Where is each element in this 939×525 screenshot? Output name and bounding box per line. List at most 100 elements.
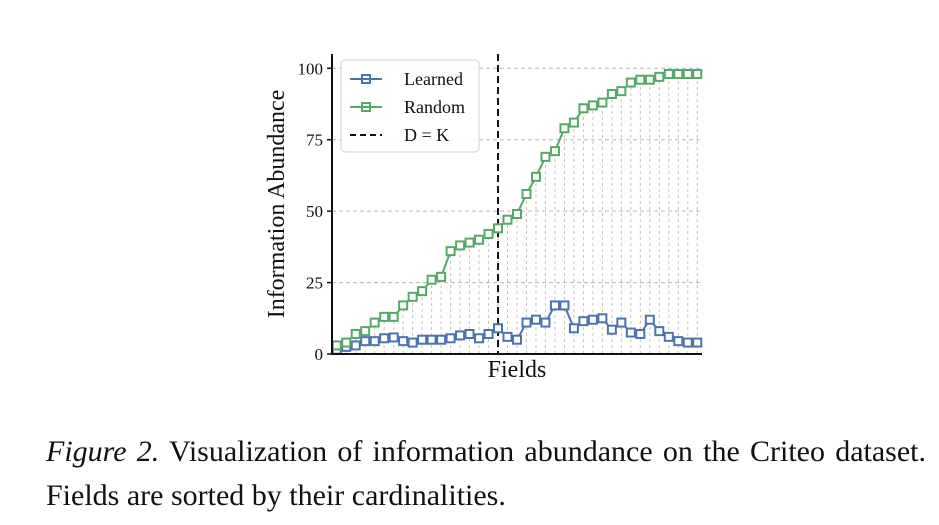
- series-learned: [331, 300, 703, 355]
- point-random-15: [474, 234, 485, 245]
- point-random-4: [369, 317, 380, 328]
- point-learned-25: [568, 323, 579, 334]
- point-random-29: [606, 89, 617, 99]
- point-learned-28: [597, 313, 608, 324]
- point-learned-21: [530, 314, 541, 325]
- point-learned-29: [606, 324, 617, 335]
- point-random-36: [673, 69, 684, 79]
- figure-label: Figure 2.: [46, 435, 160, 468]
- point-learned-35: [663, 331, 674, 342]
- point-learned-34: [654, 326, 665, 337]
- point-random-2: [350, 329, 361, 339]
- y-tick-label-50: 50: [306, 202, 323, 221]
- point-learned-2: [350, 340, 361, 351]
- y-tick-label-75: 75: [306, 131, 323, 150]
- point-random-6: [388, 311, 399, 322]
- point-learned-12: [445, 333, 456, 344]
- point-random-25: [568, 117, 579, 128]
- point-learned-31: [625, 327, 636, 338]
- point-learned-4: [369, 336, 380, 347]
- point-learned-6: [388, 332, 399, 343]
- figure-caption: Figure 2. Visualization of information a…: [46, 430, 926, 518]
- point-learned-9: [417, 334, 428, 345]
- x-axis-label: Fields: [488, 357, 547, 383]
- point-learned-8: [407, 337, 418, 348]
- legend-marker-random: [361, 102, 371, 112]
- axes: [331, 54, 702, 355]
- point-random-33: [644, 74, 655, 85]
- point-random-34: [654, 71, 665, 82]
- point-random-35: [663, 69, 674, 79]
- legend-item-learned: Learned: [350, 69, 463, 89]
- point-random-7: [398, 300, 409, 311]
- point-learned-19: [512, 334, 522, 345]
- point-learned-38: [692, 337, 703, 348]
- y-ticks: 0 25 50 75 100: [298, 59, 332, 364]
- point-learned-3: [360, 336, 371, 347]
- point-random-26: [578, 103, 589, 114]
- point-learned-17: [493, 323, 504, 334]
- point-random-1: [341, 337, 352, 348]
- point-learned-16: [483, 329, 494, 339]
- point-learned-10: [426, 334, 437, 345]
- point-random-22: [540, 151, 551, 162]
- point-learned-26: [578, 316, 589, 327]
- point-random-17: [493, 223, 504, 234]
- point-random-32: [635, 74, 646, 85]
- point-random-38: [692, 69, 703, 79]
- point-random-8: [407, 291, 418, 302]
- point-random-14: [464, 237, 475, 248]
- point-learned-5: [379, 333, 390, 344]
- point-learned-30: [616, 317, 627, 328]
- point-random-20: [521, 189, 532, 199]
- point-random-37: [682, 69, 693, 79]
- legend-item-d-equals-k: D = K: [350, 125, 449, 145]
- point-learned-32: [635, 329, 646, 339]
- legend: Learned Random D = K: [340, 59, 480, 153]
- point-random-27: [587, 100, 598, 111]
- legend-frame: [340, 59, 480, 153]
- point-random-5: [379, 311, 390, 322]
- point-random-31: [625, 77, 636, 88]
- y-tick-label-100: 100: [298, 59, 324, 78]
- y-axis-label: Information Abundance: [264, 90, 290, 319]
- point-learned-14: [464, 329, 475, 339]
- point-random-13: [455, 240, 466, 251]
- point-learned-36: [673, 336, 684, 347]
- point-learned-11: [436, 334, 447, 345]
- legend-label-random: Random: [404, 97, 465, 117]
- point-random-23: [549, 146, 560, 157]
- point-learned-7: [398, 336, 409, 347]
- y-tick-label-0: 0: [315, 345, 324, 364]
- point-random-9: [417, 286, 428, 297]
- point-random-10: [426, 274, 437, 285]
- legend-label-learned: Learned: [404, 69, 463, 89]
- series-random: [331, 69, 703, 351]
- point-learned-13: [455, 330, 466, 341]
- point-random-16: [483, 229, 494, 239]
- point-random-21: [530, 171, 541, 182]
- point-random-19: [512, 209, 522, 219]
- point-random-28: [597, 97, 608, 108]
- legend-label-d-equals-k: D = K: [404, 125, 449, 145]
- point-random-24: [559, 123, 570, 134]
- point-learned-24: [559, 300, 570, 311]
- point-learned-23: [549, 300, 560, 311]
- series-layer: [331, 69, 703, 355]
- legend-marker-learned: [361, 74, 371, 84]
- point-random-3: [360, 326, 371, 337]
- point-random-30: [616, 86, 627, 97]
- point-random-11: [436, 271, 447, 282]
- point-random-0: [331, 340, 342, 351]
- caption-text: Visualization of information abundance o…: [46, 435, 926, 512]
- point-random-18: [502, 214, 513, 225]
- point-learned-20: [521, 317, 532, 328]
- point-random-12: [445, 246, 456, 257]
- point-learned-37: [682, 337, 693, 348]
- point-learned-22: [540, 317, 551, 328]
- y-tick-label-25: 25: [306, 274, 323, 293]
- point-learned-18: [502, 331, 513, 342]
- legend-item-random: Random: [350, 97, 465, 117]
- point-learned-15: [474, 333, 485, 344]
